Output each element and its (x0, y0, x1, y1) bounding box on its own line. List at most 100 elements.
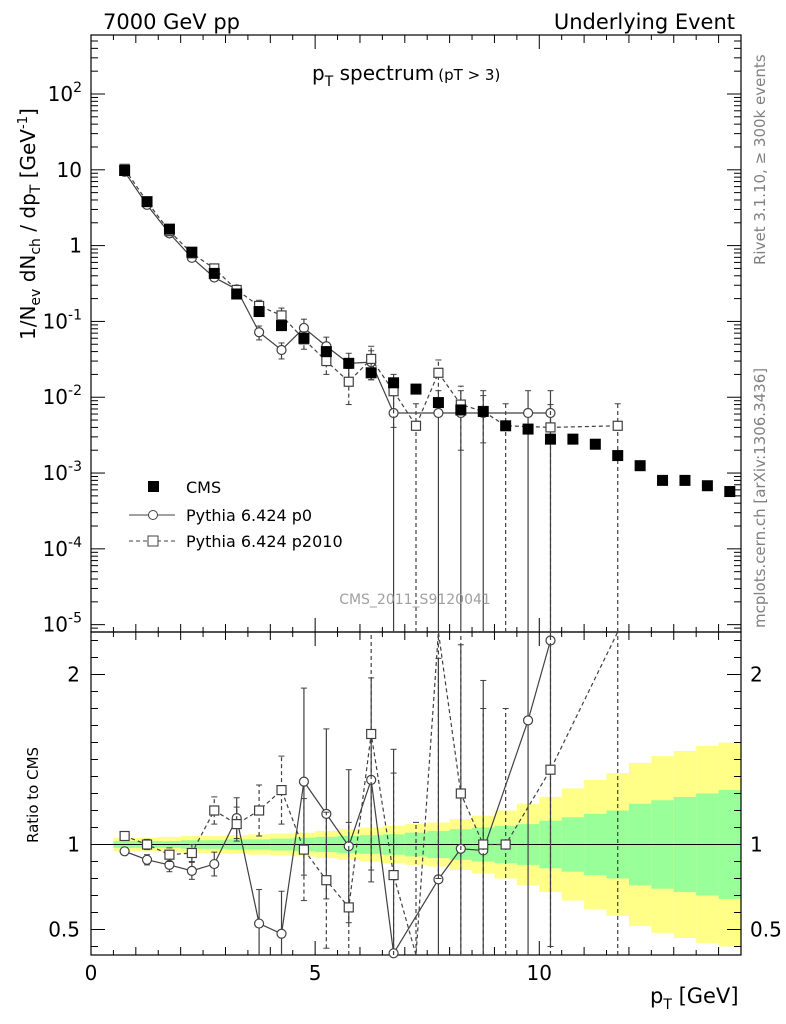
series-layer (119, 163, 736, 959)
p2010-ratio-marker (366, 728, 377, 740)
x-tick-label: 5 (309, 961, 322, 985)
y-tick-label: 10-4​ (43, 535, 83, 561)
p2010-ratio-marker (455, 788, 466, 799)
mc-line (124, 168, 618, 428)
ratio-y-axis-label: Ratio to CMS (24, 747, 42, 843)
cms-data-point (343, 357, 355, 369)
cms-data-point (276, 320, 288, 332)
p2010-ratio-marker (119, 830, 130, 842)
p0-ratio-marker (254, 918, 265, 929)
x-tick-label: 0 (85, 961, 98, 985)
p2010-ratio-marker (186, 847, 197, 859)
p2010-ratio-marker (209, 805, 220, 816)
p2010-marker (433, 367, 444, 378)
cms-data-point (298, 332, 310, 344)
legend-marker-cms (148, 481, 159, 492)
p0-ratio-marker (141, 854, 153, 865)
cms-data-point (701, 480, 713, 492)
p2010-marker (366, 353, 377, 365)
p2010-ratio-marker (478, 839, 489, 850)
y-tick-label: 10 (57, 158, 82, 182)
cms-data-point (432, 397, 444, 409)
cms-data-point (589, 438, 601, 450)
p0-ratio-marker (276, 928, 287, 939)
ratio-y-tick-label: 2 (67, 663, 80, 687)
y-tick-label: 102​ (48, 80, 82, 106)
cms-data-point (724, 486, 736, 498)
header-left: 7000 GeV pp (103, 10, 240, 34)
cms-data-point (388, 377, 400, 389)
p0-ratio-marker (209, 858, 220, 870)
p0-marker (276, 344, 287, 356)
ratio-y-tick-label-right: 2 (750, 663, 763, 687)
cms-data-point (163, 223, 175, 235)
p2010-ratio-marker (254, 805, 265, 816)
p2010-ratio-marker (164, 849, 175, 860)
legend-label-cms: CMS (186, 478, 221, 497)
cms-data-point (231, 288, 243, 300)
y-tick-label: 1 (69, 234, 82, 258)
y-tick-label: 10-5​ (43, 611, 82, 637)
cms-data-point (320, 346, 332, 358)
cms-data-point (679, 474, 691, 486)
x-tick-label: 10 (527, 961, 552, 985)
main-y-axis-label: 1/Nev dNch / dpT [GeV-1] (16, 108, 44, 340)
ratio-y-tick-label: 0.5 (48, 918, 80, 942)
p2010-ratio-marker (298, 844, 310, 855)
p2010-ratio-marker (343, 902, 354, 913)
p0-marker (522, 407, 534, 419)
p0-marker (254, 327, 265, 338)
mc-ratio-line (124, 640, 552, 956)
mc-line (124, 171, 551, 414)
ratio-y-tick-label-right: 0.5 (750, 918, 782, 942)
cms-data-point (567, 433, 579, 445)
p2010-ratio-marker (545, 764, 556, 775)
header-right: Underlying Event (554, 10, 735, 34)
cms-data-point (522, 423, 534, 435)
rivet-label: Rivet 3.1.10, ≥ 300k events (751, 54, 769, 265)
p2010-ratio-marker (231, 818, 242, 830)
legend-label-p2010: Pythia 6.424 p2010 (186, 532, 343, 551)
p2010-marker (321, 355, 332, 367)
legend-label-p0: Pythia 6.424 p0 (186, 506, 312, 525)
p2010-marker (343, 376, 354, 387)
legend: CMS Pythia 6.424 p0 Pythia 6.424 p2010 (129, 478, 343, 551)
cms-data-point (253, 306, 265, 318)
cms-data-point (500, 420, 512, 432)
cms-data-point (544, 433, 556, 445)
cms-data-point (119, 164, 131, 176)
p2010-marker (410, 420, 422, 431)
cms-data-point (208, 267, 220, 279)
cms-data-point (455, 404, 467, 416)
axes-frame: 0 5 10 10-5​ 10-4​ 10-3​ 10-2​ 10-1​ 1 10 102​ 0.5 0… (43, 34, 782, 985)
cms-data-point (141, 196, 153, 208)
y-tick-label: 10-3​ (43, 459, 82, 485)
cms-data-point (186, 246, 198, 258)
legend-marker-p2010 (147, 535, 159, 547)
legend-marker-p0 (148, 510, 158, 520)
p2010-ratio-marker (321, 875, 332, 886)
p0-marker (433, 407, 444, 419)
cms-data-point (634, 460, 646, 472)
p2010-ratio-marker (388, 869, 399, 881)
cms-data-point (657, 474, 669, 486)
p0-ratio-marker (119, 846, 130, 857)
ratio-y-tick-label: 1 (67, 833, 80, 857)
cms-data-point (612, 450, 624, 462)
p2010-ratio-marker (141, 839, 153, 850)
y-tick-label: 10-2​ (43, 383, 82, 409)
cms-data-point (410, 383, 422, 395)
p2010-marker (276, 310, 287, 321)
x-axis-label: pT [GeV] (650, 984, 739, 1013)
mc-ratio-line (124, 631, 619, 956)
p0-marker (298, 322, 310, 334)
ratio-y-tick-label-right: 1 (750, 833, 763, 857)
p0-ratio-marker (186, 865, 197, 876)
analysis-watermark: CMS_2011_S9120041 (339, 592, 491, 608)
p0-ratio-marker (298, 776, 310, 787)
y-tick-label: 10-1​ (43, 307, 82, 333)
mcplots-label: mcplots.cern.ch [arXiv:1306.3436] (751, 368, 769, 628)
p2010-marker (612, 420, 623, 431)
cms-data-point (477, 405, 489, 417)
